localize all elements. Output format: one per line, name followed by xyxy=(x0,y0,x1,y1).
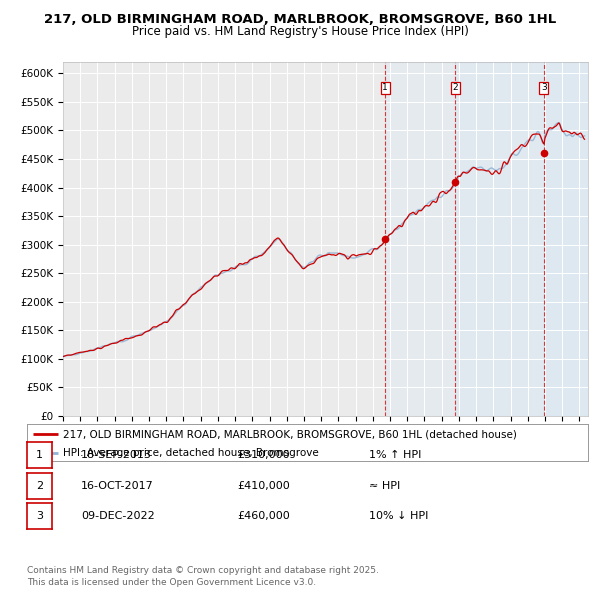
Text: 217, OLD BIRMINGHAM ROAD, MARLBROOK, BROMSGROVE, B60 1HL: 217, OLD BIRMINGHAM ROAD, MARLBROOK, BRO… xyxy=(44,13,556,26)
Text: 2: 2 xyxy=(452,83,458,92)
Text: 18-SEP-2013: 18-SEP-2013 xyxy=(81,450,152,460)
Text: 1: 1 xyxy=(36,450,43,460)
Bar xyxy=(385,62,588,416)
Text: 1% ↑ HPI: 1% ↑ HPI xyxy=(369,450,421,460)
Text: 217, OLD BIRMINGHAM ROAD, MARLBROOK, BROMSGROVE, B60 1HL (detached house): 217, OLD BIRMINGHAM ROAD, MARLBROOK, BRO… xyxy=(64,430,517,439)
Bar xyxy=(455,62,588,416)
Text: 2: 2 xyxy=(36,481,43,490)
Text: 3: 3 xyxy=(541,83,547,92)
Bar xyxy=(544,62,588,416)
Text: £310,000: £310,000 xyxy=(237,450,290,460)
Text: 3: 3 xyxy=(36,512,43,521)
Text: Contains HM Land Registry data © Crown copyright and database right 2025.
This d: Contains HM Land Registry data © Crown c… xyxy=(27,566,379,587)
Text: Price paid vs. HM Land Registry's House Price Index (HPI): Price paid vs. HM Land Registry's House … xyxy=(131,25,469,38)
Text: ≈ HPI: ≈ HPI xyxy=(369,481,400,490)
Text: 16-OCT-2017: 16-OCT-2017 xyxy=(81,481,154,490)
Text: 1: 1 xyxy=(382,83,388,92)
Text: 10% ↓ HPI: 10% ↓ HPI xyxy=(369,512,428,521)
Text: £460,000: £460,000 xyxy=(237,512,290,521)
Text: HPI: Average price, detached house, Bromsgrove: HPI: Average price, detached house, Brom… xyxy=(64,448,319,458)
Text: 09-DEC-2022: 09-DEC-2022 xyxy=(81,512,155,521)
Text: £410,000: £410,000 xyxy=(237,481,290,490)
